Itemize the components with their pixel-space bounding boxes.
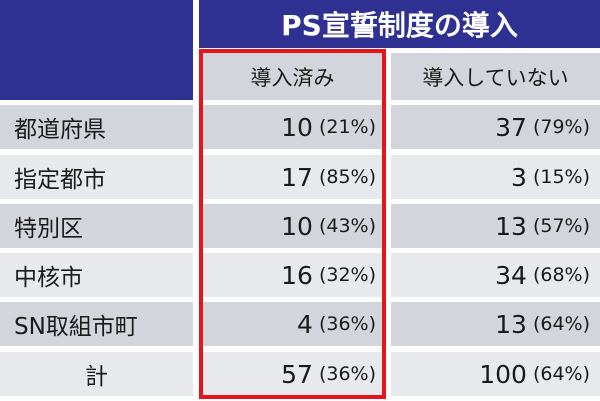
count-value: 10 xyxy=(281,112,313,142)
row-label: SN取組市町 xyxy=(0,302,193,346)
count-value: 13 xyxy=(495,309,527,339)
count-value: 17 xyxy=(281,162,313,192)
value-cell: 10 (21%) xyxy=(199,105,386,149)
row-label: 都道府県 xyxy=(0,105,193,149)
percent-value: (64%) xyxy=(532,363,590,385)
percent-value: (36%) xyxy=(318,363,376,385)
value-cell: 34 (68%) xyxy=(391,253,600,297)
count-value: 3 xyxy=(511,162,527,192)
header-corner xyxy=(0,0,193,100)
row-label: 指定都市 xyxy=(0,155,193,199)
count-value: 4 xyxy=(297,309,313,339)
percent-value: (32%) xyxy=(318,264,376,286)
percent-value: (85%) xyxy=(318,166,376,188)
value-cell: 10 (43%) xyxy=(199,204,386,248)
percent-value: (43%) xyxy=(318,215,376,237)
count-value: 34 xyxy=(495,260,527,290)
column-header-not-implemented: 導入していない xyxy=(391,53,600,100)
percent-value: (68%) xyxy=(532,264,590,286)
value-cell: 4 (36%) xyxy=(199,302,386,346)
percent-value: (64%) xyxy=(532,313,590,335)
count-value: 13 xyxy=(495,211,527,241)
value-cell: 57 (36%) xyxy=(199,352,386,396)
count-value: 37 xyxy=(495,112,527,142)
value-cell: 13 (57%) xyxy=(391,204,600,248)
count-value: 57 xyxy=(281,359,313,389)
row-label: 計 xyxy=(0,352,193,396)
count-value: 10 xyxy=(281,211,313,241)
value-cell: 13 (64%) xyxy=(391,302,600,346)
count-value: 16 xyxy=(281,260,313,290)
column-header-implemented: 導入済み xyxy=(199,53,386,100)
row-label: 中核市 xyxy=(0,253,193,297)
percent-value: (79%) xyxy=(532,116,590,138)
row-label: 特別区 xyxy=(0,204,193,248)
percent-value: (57%) xyxy=(532,215,590,237)
count-value: 100 xyxy=(479,359,527,389)
value-cell: 3 (15%) xyxy=(391,155,600,199)
value-cell: 100 (64%) xyxy=(391,352,600,396)
value-cell: 17 (85%) xyxy=(199,155,386,199)
table-title: PS宣誓制度の導入 xyxy=(199,0,600,48)
value-cell: 37 (79%) xyxy=(391,105,600,149)
percent-value: (15%) xyxy=(532,166,590,188)
percent-value: (36%) xyxy=(318,313,376,335)
value-cell: 16 (32%) xyxy=(199,253,386,297)
percent-value: (21%) xyxy=(318,116,376,138)
